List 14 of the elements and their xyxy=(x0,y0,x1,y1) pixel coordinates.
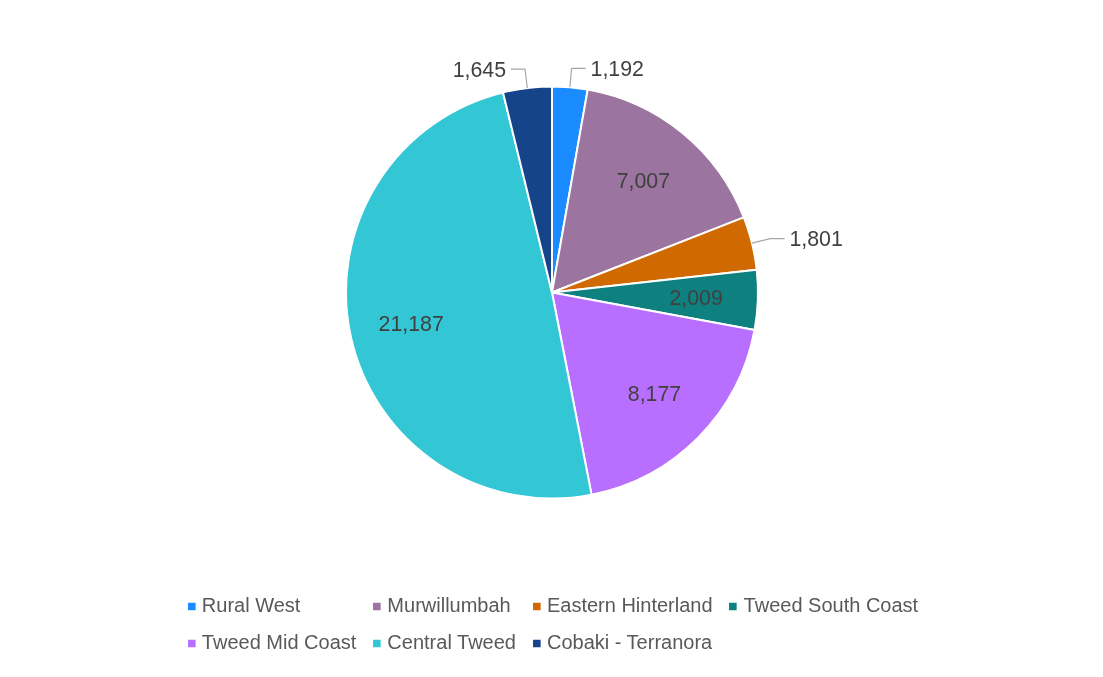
legend-label: Cobaki - Terranora xyxy=(546,631,713,654)
legend-label: Central Tweed xyxy=(387,631,516,654)
data-label: 8,177 xyxy=(627,382,682,407)
data-label: 1,801 xyxy=(789,227,843,252)
data-label: 7,007 xyxy=(616,169,671,194)
legend-label: Eastern Hinterland xyxy=(546,594,713,617)
legend-label: Tweed South Coast xyxy=(743,594,919,617)
legend-label: Tweed Mid Coast xyxy=(201,631,357,654)
data-label: 1,192 xyxy=(590,56,644,81)
data-label: 2,009 xyxy=(669,286,723,311)
data-label: 1,645 xyxy=(452,57,507,82)
data-label: 21,187 xyxy=(378,312,444,337)
legend-label: Murwillumbah xyxy=(387,594,511,617)
legend-label: Rural West xyxy=(201,594,301,617)
